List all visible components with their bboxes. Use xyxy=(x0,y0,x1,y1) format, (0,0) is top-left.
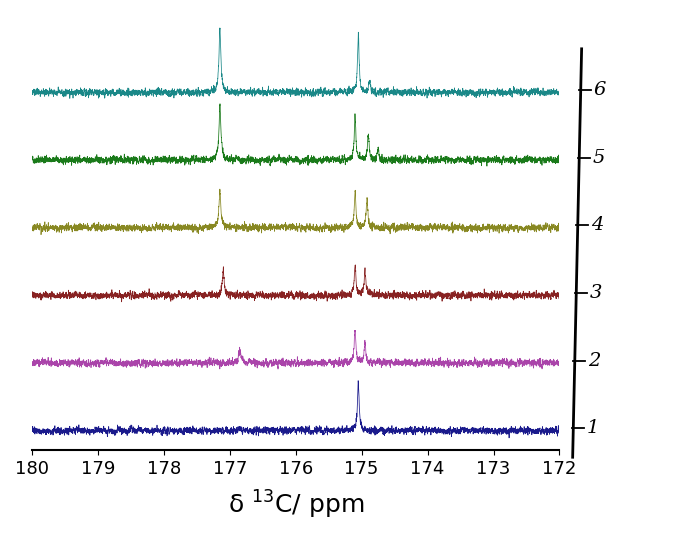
X-axis label: δ $^{13}$C/ ppm: δ $^{13}$C/ ppm xyxy=(227,489,364,521)
Text: 3: 3 xyxy=(589,284,602,302)
Text: 4: 4 xyxy=(591,216,603,234)
Text: 1: 1 xyxy=(587,419,599,437)
Text: 6: 6 xyxy=(594,81,606,99)
Text: 5: 5 xyxy=(593,148,605,167)
Text: 2: 2 xyxy=(588,352,600,369)
